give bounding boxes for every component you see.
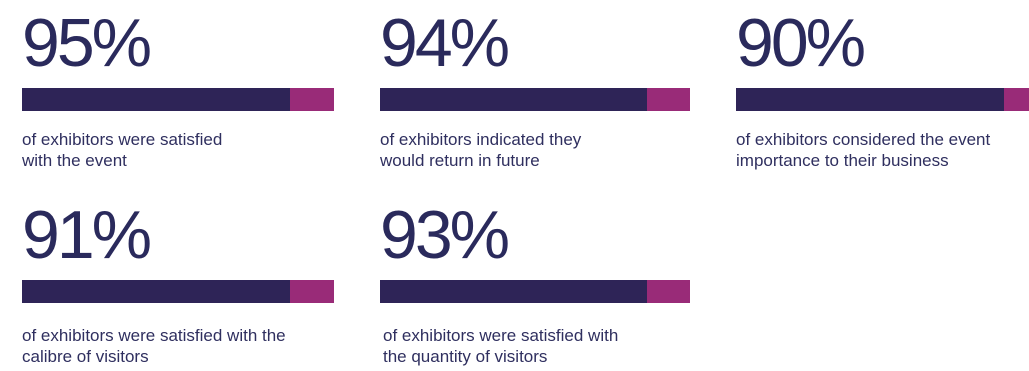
stat-caption: of exhibitors were satisfied with the ca… [22, 326, 286, 366]
bar-remainder [290, 280, 334, 303]
stat-bar [22, 88, 334, 111]
stat-value: 91% [22, 197, 152, 273]
stat-value: 93% [380, 197, 510, 273]
bar-remainder [646, 88, 690, 111]
stat-bar [22, 280, 334, 303]
bar-fill [736, 88, 1005, 111]
stat-caption: of exhibitors indicated they would retur… [380, 130, 582, 170]
bar-fill [22, 88, 291, 111]
bar-remainder [290, 88, 334, 111]
stat-value: 94% [380, 5, 510, 81]
stat-caption: of exhibitors were satisfied with the ev… [22, 130, 223, 170]
bar-fill [22, 280, 291, 303]
stat-event-importance: 90% of exhibitors considered the event i… [736, 0, 1029, 180]
bar-remainder [646, 280, 690, 303]
stat-value: 90% [736, 5, 866, 81]
stat-bar [380, 280, 690, 303]
stat-caption: of exhibitors considered the event impor… [736, 130, 991, 170]
stat-value: 95% [22, 5, 152, 81]
bar-fill [380, 88, 647, 111]
stat-bar [380, 88, 690, 111]
stat-bar [736, 88, 1029, 111]
bar-fill [380, 280, 647, 303]
bar-remainder [1004, 88, 1029, 111]
stat-caption: of exhibitors were satisfied with the qu… [383, 326, 619, 366]
